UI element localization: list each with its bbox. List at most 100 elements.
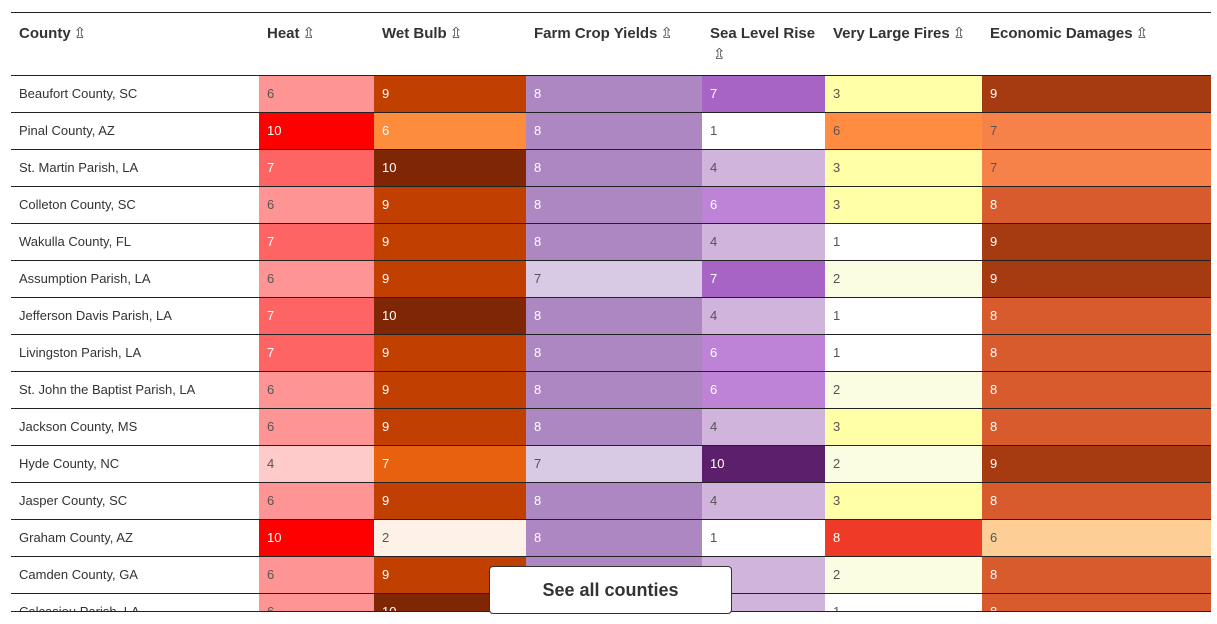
county-risk-table-wrapper: County ⇫ Heat ⇫ Wet Bulb ⇫ Farm Crop Yields ⇫ Se…	[11, 12, 1211, 612]
score-cell-fires: 1	[825, 297, 982, 335]
column-header-fires[interactable]: Very Large Fires ⇫	[825, 13, 982, 76]
score-cell-damages: 6	[982, 519, 1211, 557]
table-row[interactable]: Wakulla County, FL 7 9 8 4 1 9	[11, 223, 1211, 261]
table-row[interactable]: Graham County, AZ 10 2 8 1 8 6	[11, 519, 1211, 557]
score-cell-crops: 8	[526, 149, 702, 187]
score-cell-fires: 2	[825, 445, 982, 483]
county-name-cell: Jefferson Davis Parish, LA	[11, 297, 259, 335]
county-name-cell: Hyde County, NC	[11, 445, 259, 483]
score-cell-sealevel: 7	[702, 75, 825, 113]
sort-updown-icon[interactable]: ⇫	[449, 25, 463, 42]
score-cell-fires: 2	[825, 260, 982, 298]
score-cell-crops: 8	[526, 75, 702, 113]
score-cell-wetbulb: 10	[374, 297, 526, 335]
county-risk-table: County ⇫ Heat ⇫ Wet Bulb ⇫ Farm Crop Yields ⇫ Se…	[11, 13, 1211, 611]
county-name-cell: Assumption Parish, LA	[11, 260, 259, 298]
score-cell-crops: 8	[526, 186, 702, 224]
score-cell-wetbulb: 9	[374, 75, 526, 113]
score-cell-damages: 9	[982, 445, 1211, 483]
table-row[interactable]: Jefferson Davis Parish, LA 7 10 8 4 1 8	[11, 297, 1211, 335]
table-row[interactable]: St. John the Baptist Parish, LA 6 9 8 6 2 8	[11, 371, 1211, 409]
score-cell-sealevel: 6	[702, 371, 825, 409]
score-cell-damages: 9	[982, 223, 1211, 261]
score-cell-sealevel: 4	[702, 593, 825, 611]
score-cell-crops: 8	[526, 408, 702, 446]
column-header-label: Heat	[267, 25, 300, 42]
county-name-cell: Jackson County, MS	[11, 408, 259, 446]
score-cell-heat: 6	[259, 371, 374, 409]
score-cell-sealevel: 4	[702, 149, 825, 187]
table-row[interactable]: Pinal County, AZ 10 6 8 1 6 7	[11, 112, 1211, 150]
county-name-cell: Colleton County, SC	[11, 186, 259, 224]
score-cell-heat: 7	[259, 297, 374, 335]
sort-updown-icon[interactable]: ⇫	[1135, 25, 1149, 42]
score-cell-fires: 2	[825, 371, 982, 409]
table-row[interactable]: St. Martin Parish, LA 7 10 8 4 3 7	[11, 149, 1211, 187]
table-body: Beaufort County, SC 6 9 8 7 3 9 Pinal County, A…	[11, 75, 1211, 611]
score-cell-fires: 1	[825, 593, 982, 611]
sort-updown-icon[interactable]: ⇫	[713, 46, 726, 63]
column-header-heat[interactable]: Heat ⇫	[259, 13, 374, 76]
column-header-label: Economic Damages	[990, 25, 1133, 42]
column-header-crops[interactable]: Farm Crop Yields ⇫	[526, 13, 702, 76]
score-cell-wetbulb: 10	[374, 593, 526, 611]
score-cell-fires: 3	[825, 186, 982, 224]
sort-updown-icon[interactable]: ⇫	[952, 25, 966, 42]
sort-updown-icon[interactable]: ⇫	[302, 25, 316, 42]
table-row[interactable]: Jasper County, SC 6 9 8 4 3 8	[11, 482, 1211, 520]
score-cell-heat: 7	[259, 223, 374, 261]
score-cell-wetbulb: 9	[374, 186, 526, 224]
score-cell-fires: 6	[825, 112, 982, 150]
score-cell-crops: 7	[526, 260, 702, 298]
score-cell-damages: 9	[982, 75, 1211, 113]
score-cell-wetbulb: 9	[374, 482, 526, 520]
score-cell-heat: 7	[259, 149, 374, 187]
column-header-label: Sea Level Rise	[710, 25, 816, 42]
score-cell-fires: 8	[825, 519, 982, 557]
score-cell-crops: 8	[526, 112, 702, 150]
score-cell-damages: 9	[982, 260, 1211, 298]
column-header-sealevel[interactable]: Sea Level Rise ⇫	[702, 13, 825, 76]
score-cell-damages: 8	[982, 334, 1211, 372]
score-cell-crops: 8	[526, 519, 702, 557]
sort-updown-icon[interactable]: ⇫	[660, 25, 673, 42]
score-cell-heat: 6	[259, 593, 374, 611]
county-name-cell: Graham County, AZ	[11, 519, 259, 557]
score-cell-heat: 7	[259, 334, 374, 372]
table-row[interactable]: Jackson County, MS 6 9 8 4 3 8	[11, 408, 1211, 446]
score-cell-damages: 8	[982, 556, 1211, 594]
score-cell-sealevel: 7	[702, 260, 825, 298]
county-name-cell: Jasper County, SC	[11, 482, 259, 520]
score-cell-damages: 8	[982, 593, 1211, 611]
sort-updown-icon[interactable]: ⇫	[73, 25, 87, 42]
score-cell-sealevel: 4	[702, 482, 825, 520]
column-header-label: Wet Bulb	[382, 25, 447, 42]
table-row[interactable]: Beaufort County, SC 6 9 8 7 3 9	[11, 75, 1211, 113]
score-cell-wetbulb: 9	[374, 223, 526, 261]
score-cell-heat: 6	[259, 482, 374, 520]
score-cell-heat: 6	[259, 186, 374, 224]
score-cell-heat: 4	[259, 445, 374, 483]
see-all-counties-button[interactable]: See all counties	[489, 566, 732, 614]
score-cell-wetbulb: 10	[374, 149, 526, 187]
table-row[interactable]: Assumption Parish, LA 6 9 7 7 2 9	[11, 260, 1211, 298]
score-cell-fires: 3	[825, 149, 982, 187]
score-cell-damages: 8	[982, 371, 1211, 409]
column-header-wetbulb[interactable]: Wet Bulb ⇫	[374, 13, 526, 76]
table-row[interactable]: Livingston Parish, LA 7 9 8 6 1 8	[11, 334, 1211, 372]
score-cell-fires: 3	[825, 408, 982, 446]
score-cell-damages: 8	[982, 408, 1211, 446]
score-cell-sealevel: 1	[702, 112, 825, 150]
county-name-cell: Pinal County, AZ	[11, 112, 259, 150]
table-row[interactable]: Hyde County, NC 4 7 7 10 2 9	[11, 445, 1211, 483]
table-row[interactable]: Colleton County, SC 6 9 8 6 3 8	[11, 186, 1211, 224]
score-cell-damages: 7	[982, 112, 1211, 150]
score-cell-damages: 8	[982, 186, 1211, 224]
column-header-damages[interactable]: Economic Damages ⇫	[982, 13, 1211, 76]
score-cell-crops: 8	[526, 223, 702, 261]
score-cell-sealevel: 4	[702, 408, 825, 446]
score-cell-fires: 3	[825, 482, 982, 520]
column-header-county[interactable]: County ⇫	[11, 13, 259, 76]
score-cell-wetbulb: 9	[374, 260, 526, 298]
score-cell-sealevel: 6	[702, 334, 825, 372]
